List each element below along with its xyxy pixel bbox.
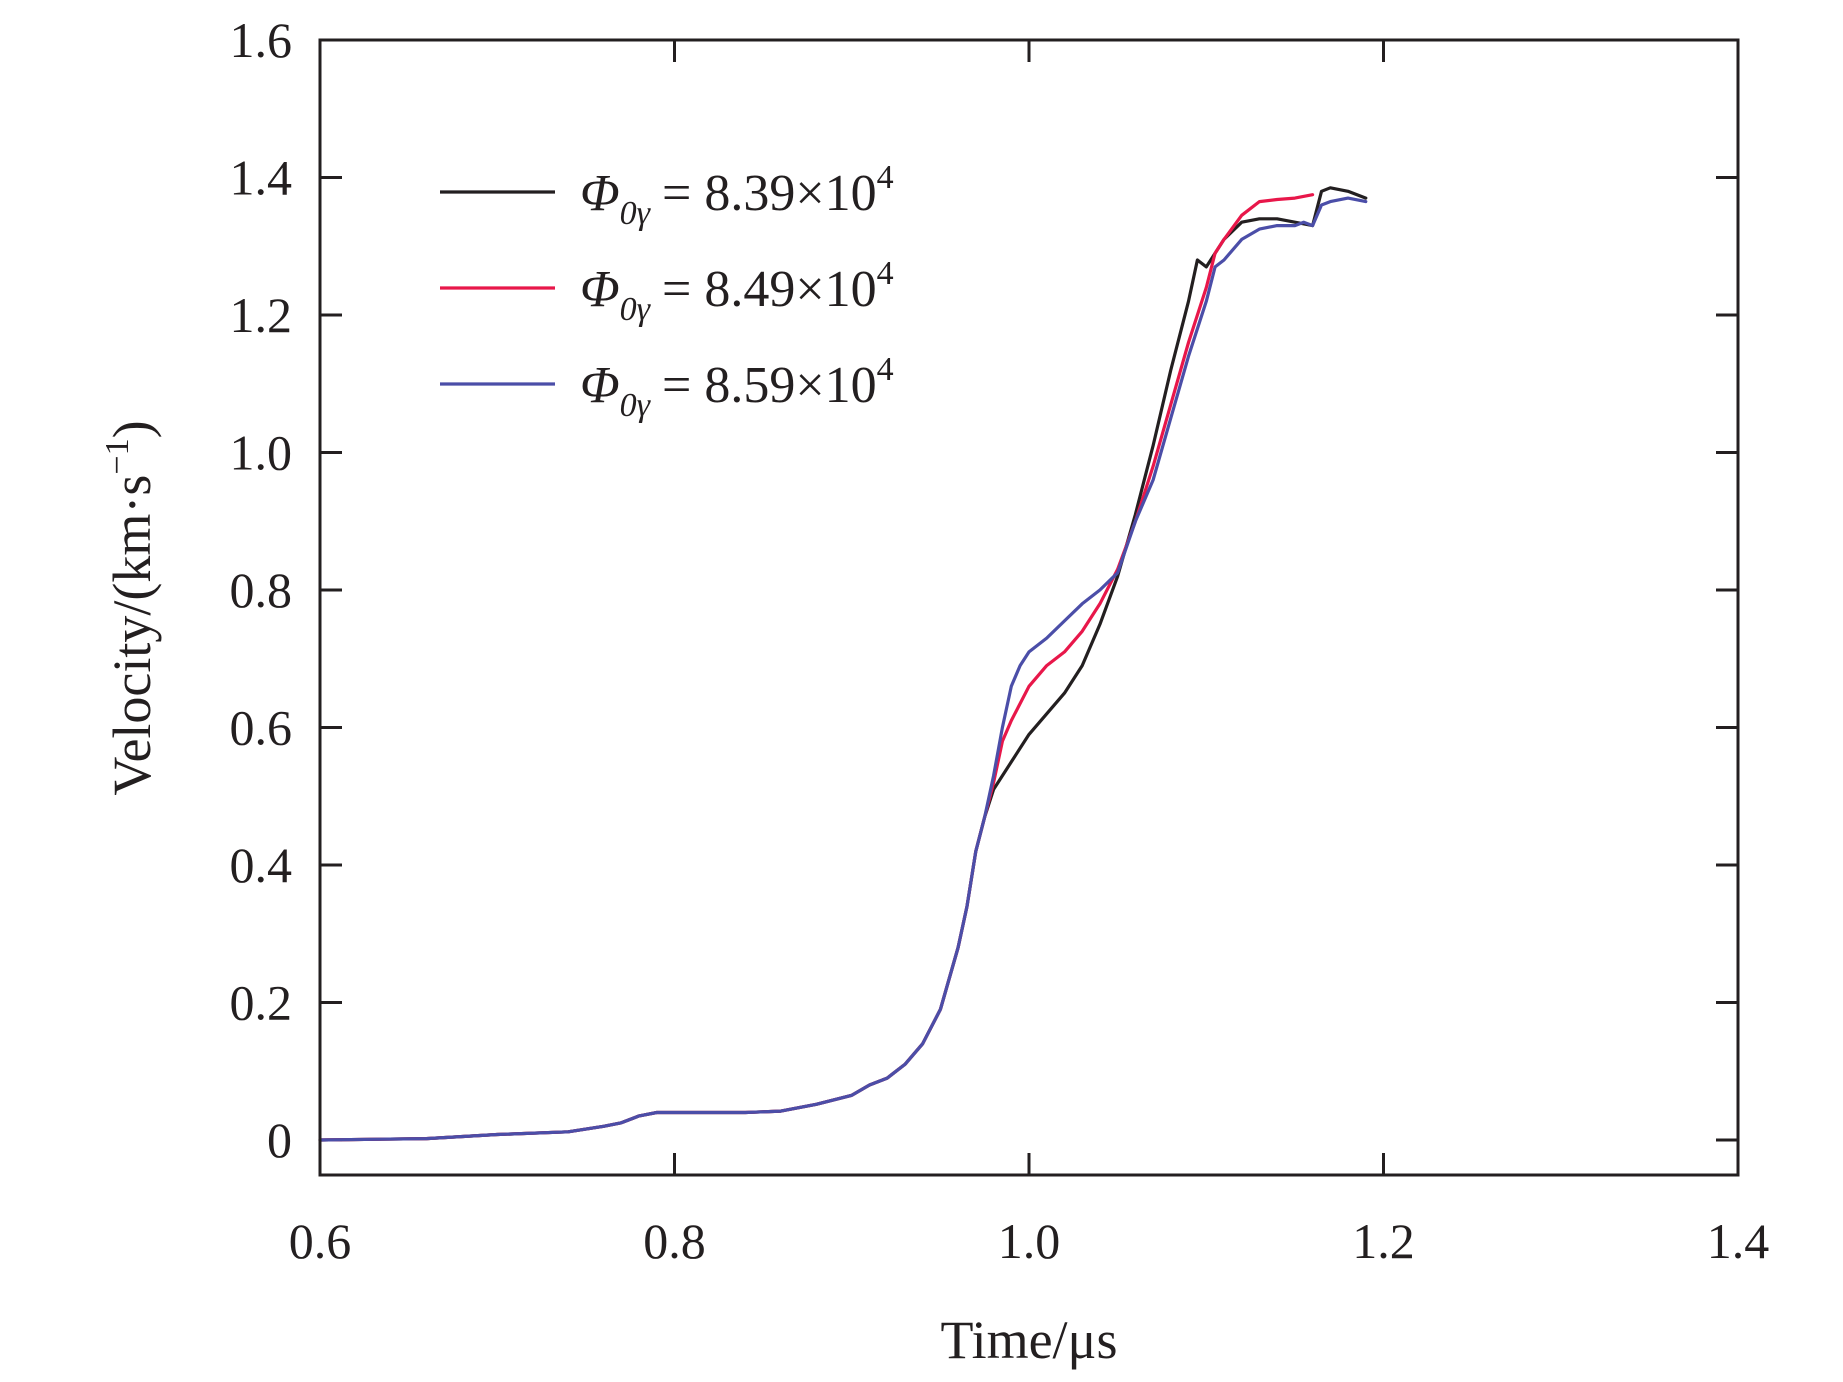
y-axis-title-exponent: −1 [99, 438, 136, 474]
y-tick-label: 1.0 [230, 425, 293, 481]
x-axis-title: Time/μs [940, 1310, 1117, 1370]
series-lines [318, 186, 1368, 1142]
y-tick-label: 1.2 [230, 287, 293, 343]
y-tick-label: 0.8 [230, 562, 293, 618]
y-tick-label: 1.6 [230, 12, 293, 68]
x-tick-label: 1.2 [1352, 1213, 1415, 1269]
series-line-2 [318, 193, 1315, 1142]
x-tick-label: 0.6 [289, 1213, 352, 1269]
y-tick-label: 0 [267, 1112, 292, 1168]
y-tick-label: 0.6 [230, 700, 293, 756]
x-tick-label: 1.0 [998, 1213, 1061, 1269]
axis-ticks [318, 38, 1740, 1175]
legend-entry-1: Φ0γ = 8.39×104 [580, 159, 894, 232]
series-line-1 [318, 186, 1368, 1142]
x-tick-label: 0.8 [643, 1213, 706, 1269]
legend-entry-3: Φ0γ = 8.59×104 [580, 351, 894, 424]
legend-entry-2: Φ0γ = 8.49×104 [580, 255, 894, 328]
x-tick-label: 1.4 [1707, 1213, 1770, 1269]
y-tick-labels: 0 0.2 0.4 0.6 0.8 1.0 1.2 1.4 1.6 [230, 12, 293, 1168]
y-axis-title: Velocity/(km·s−1) [99, 420, 162, 795]
legend: Φ0γ = 8.39×104 Φ0γ = 8.49×104 Φ0γ = 8.59×104 [440, 159, 894, 424]
y-tick-label: 0.2 [230, 975, 293, 1031]
x-tick-labels: 0.6 0.8 1.0 1.2 1.4 [289, 1213, 1770, 1269]
series-line-3 [318, 196, 1368, 1142]
y-tick-label: 0.4 [230, 837, 293, 893]
plot-frame [318, 38, 1740, 1177]
y-tick-label: 1.4 [230, 150, 293, 206]
